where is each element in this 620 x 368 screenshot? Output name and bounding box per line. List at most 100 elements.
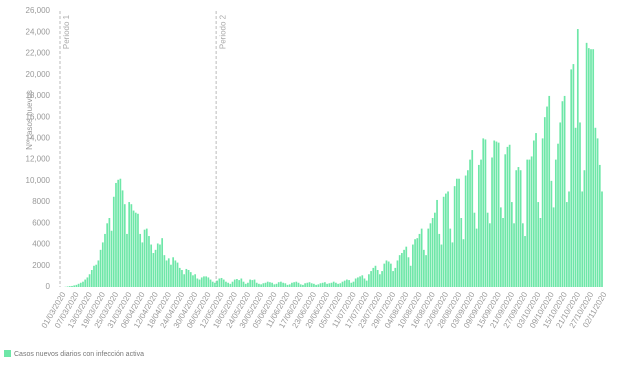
bar <box>315 284 317 287</box>
bar <box>348 280 350 287</box>
bar <box>401 253 403 287</box>
bar <box>110 230 113 287</box>
bar <box>438 233 441 287</box>
bar <box>205 276 207 287</box>
bar <box>275 283 278 287</box>
bar <box>264 282 267 287</box>
bar <box>95 264 98 287</box>
bar <box>596 138 599 287</box>
bar <box>381 271 383 287</box>
bar <box>572 64 575 287</box>
bar <box>519 170 522 287</box>
bar <box>119 178 122 287</box>
bar <box>220 277 223 287</box>
bar <box>477 164 480 287</box>
bar <box>587 48 590 288</box>
bar <box>409 265 412 287</box>
bar <box>462 239 465 287</box>
bar <box>513 223 515 287</box>
y-axis-label: Nº casos nuevos <box>25 90 34 150</box>
bar <box>90 270 93 287</box>
y-tick-label: 24,000 <box>26 27 51 36</box>
bar <box>541 138 544 287</box>
bar <box>126 233 128 287</box>
bar <box>497 142 500 287</box>
bar <box>423 249 425 287</box>
bar <box>286 284 289 287</box>
y-tick-label: 20,000 <box>26 70 51 79</box>
y-tick-label: 10,000 <box>26 176 51 185</box>
bar <box>187 270 190 287</box>
bar <box>104 233 106 287</box>
bar <box>350 282 353 287</box>
bar <box>447 191 449 287</box>
bar <box>214 282 216 287</box>
bar <box>130 204 133 287</box>
y-tick-label: 2000 <box>32 261 50 270</box>
bar <box>346 279 348 287</box>
bar <box>128 202 131 287</box>
y-tick-label: 22,000 <box>26 49 51 58</box>
bar <box>185 268 188 287</box>
bar <box>449 228 452 287</box>
bar <box>75 284 78 287</box>
bar <box>321 282 324 287</box>
bar <box>434 212 436 287</box>
bar <box>376 270 379 287</box>
bar <box>183 274 186 287</box>
bar <box>236 279 238 287</box>
bar <box>134 212 137 287</box>
bar <box>524 236 526 287</box>
bar <box>88 274 91 287</box>
bar <box>170 264 172 287</box>
bar <box>396 260 399 287</box>
bar <box>403 249 405 287</box>
bar <box>121 190 124 287</box>
bar <box>306 282 309 287</box>
y-tick-label: 4000 <box>32 240 50 249</box>
bar <box>218 278 221 287</box>
bar <box>189 272 192 287</box>
bar <box>330 282 333 287</box>
bar <box>328 283 331 287</box>
bar <box>427 228 430 287</box>
bar <box>304 283 306 287</box>
bar <box>521 223 524 287</box>
bar <box>363 278 366 287</box>
bar <box>493 140 496 287</box>
bar <box>68 286 71 287</box>
bar <box>583 170 586 287</box>
bar <box>546 106 548 288</box>
bar <box>161 238 164 287</box>
legend-label: Casos nuevos diarios con infección activ… <box>14 351 144 358</box>
bar <box>343 280 346 287</box>
bar <box>308 282 311 287</box>
bar <box>71 285 73 287</box>
bar <box>293 282 295 287</box>
bar <box>469 159 471 287</box>
bar <box>317 284 320 287</box>
bar <box>431 218 434 287</box>
y-tick-label: 6000 <box>32 218 50 227</box>
bar <box>488 223 491 287</box>
bar <box>266 281 269 287</box>
bar <box>310 283 313 287</box>
bar <box>207 277 210 287</box>
bar <box>288 284 291 287</box>
y-tick-label: 12,000 <box>26 155 51 164</box>
bar <box>574 127 577 288</box>
bar <box>209 279 212 287</box>
bar <box>251 280 254 287</box>
bar <box>392 271 394 287</box>
bar <box>339 283 342 287</box>
bar <box>93 265 95 287</box>
y-tick-label: 16,000 <box>26 112 51 121</box>
bar <box>559 122 562 287</box>
bar <box>319 283 322 287</box>
bar <box>532 140 535 287</box>
bar <box>425 255 427 287</box>
bar <box>101 242 104 287</box>
bar <box>132 210 135 287</box>
y-tick-label: 0 <box>46 282 51 291</box>
legend-swatch <box>4 350 11 357</box>
